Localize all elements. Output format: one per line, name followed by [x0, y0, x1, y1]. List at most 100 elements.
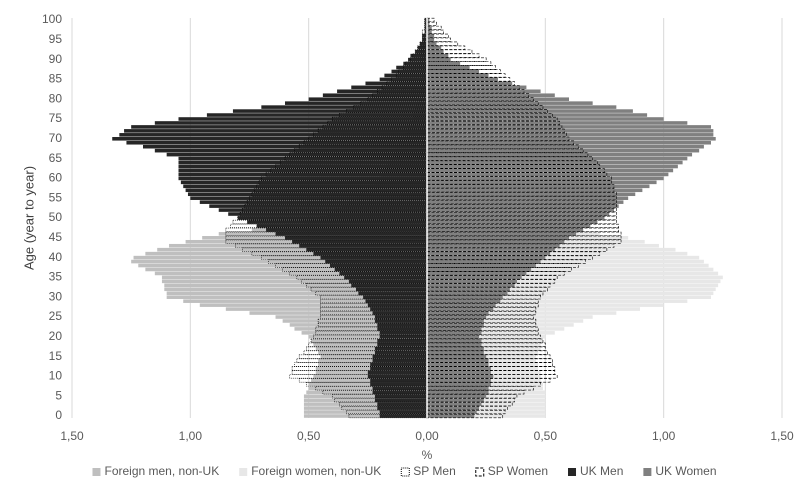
bar: [426, 338, 544, 343]
bar: [308, 382, 427, 387]
bar: [339, 112, 428, 118]
bar: [426, 370, 556, 375]
bar: [427, 307, 494, 311]
bar: [427, 287, 510, 292]
bar: [303, 410, 427, 414]
bar: [427, 358, 489, 363]
bar: [426, 279, 556, 284]
bar: [145, 251, 427, 256]
bar: [427, 323, 574, 327]
bar: [289, 323, 427, 327]
bar: [275, 315, 427, 319]
bar: [426, 251, 601, 256]
y-tick-label: 25: [49, 309, 63, 323]
bar: [370, 378, 427, 383]
bar: [166, 152, 427, 157]
bar: [427, 267, 714, 272]
bar: [427, 370, 491, 375]
bar: [422, 34, 427, 38]
bar: [306, 247, 427, 252]
y-tick-label: 50: [49, 210, 63, 224]
bar: [427, 137, 716, 141]
bar: [427, 18, 430, 22]
y-tick-label: 30: [49, 289, 63, 303]
bar: [308, 335, 427, 339]
bar: [426, 105, 544, 110]
bar: [427, 53, 449, 58]
bar: [427, 49, 444, 54]
bar: [289, 374, 428, 379]
bar: [427, 398, 484, 402]
bar: [427, 414, 546, 418]
bar: [427, 117, 664, 121]
bar: [379, 77, 427, 82]
bar: [427, 335, 546, 339]
bar: [427, 327, 482, 331]
bar: [426, 112, 553, 118]
bar: [379, 335, 427, 339]
bar: [427, 331, 482, 335]
bar: [178, 164, 427, 169]
bar: [112, 137, 427, 141]
bar: [339, 402, 428, 407]
bar: [419, 41, 427, 46]
bar: [427, 243, 560, 248]
y-tick-label: 75: [49, 111, 63, 125]
bar: [370, 362, 427, 367]
bar: [427, 220, 598, 224]
bar: [427, 180, 657, 185]
bar: [427, 176, 664, 181]
bar: [190, 196, 427, 200]
bar: [427, 212, 610, 216]
bar: [344, 275, 427, 280]
series: [112, 18, 428, 418]
bar: [426, 287, 548, 292]
bar: [261, 105, 427, 109]
bar: [356, 287, 427, 292]
bar: [427, 45, 442, 50]
bar: [427, 156, 688, 161]
bar: [256, 224, 427, 228]
bar: [370, 366, 427, 371]
bar: [427, 279, 517, 284]
bar: [426, 346, 546, 351]
bar: [379, 331, 427, 335]
bar: [427, 275, 723, 280]
bar: [296, 275, 428, 280]
bar: [372, 358, 427, 363]
bar: [367, 374, 427, 379]
bar: [372, 386, 427, 391]
bar: [154, 121, 428, 125]
bar: [178, 117, 427, 121]
bar: [427, 22, 430, 26]
bar: [427, 30, 432, 34]
y-tick-label: 55: [49, 190, 63, 204]
legend-swatch: [475, 467, 485, 477]
bar: [329, 263, 427, 268]
bar: [427, 362, 489, 367]
bar: [301, 279, 428, 284]
bar: [427, 350, 484, 355]
bar: [282, 319, 427, 323]
bar: [166, 295, 427, 299]
y-tick-label: 85: [49, 72, 63, 86]
bar: [426, 334, 541, 339]
y-axis-label: Age (year to year): [21, 166, 36, 270]
bar: [426, 164, 601, 169]
bar: [427, 236, 569, 240]
bar: [306, 390, 427, 395]
bar: [427, 228, 584, 232]
bar: [308, 386, 427, 391]
bar: [301, 331, 427, 335]
bar: [426, 37, 451, 42]
bar: [261, 176, 428, 181]
bar: [289, 152, 428, 157]
x-tick-label: 1,00: [652, 429, 676, 443]
bar: [303, 398, 427, 402]
bar: [427, 251, 551, 256]
bar: [426, 295, 541, 300]
bar: [427, 374, 494, 379]
y-tick-label: 65: [49, 151, 63, 165]
bar: [427, 239, 565, 244]
bar: [235, 243, 428, 248]
